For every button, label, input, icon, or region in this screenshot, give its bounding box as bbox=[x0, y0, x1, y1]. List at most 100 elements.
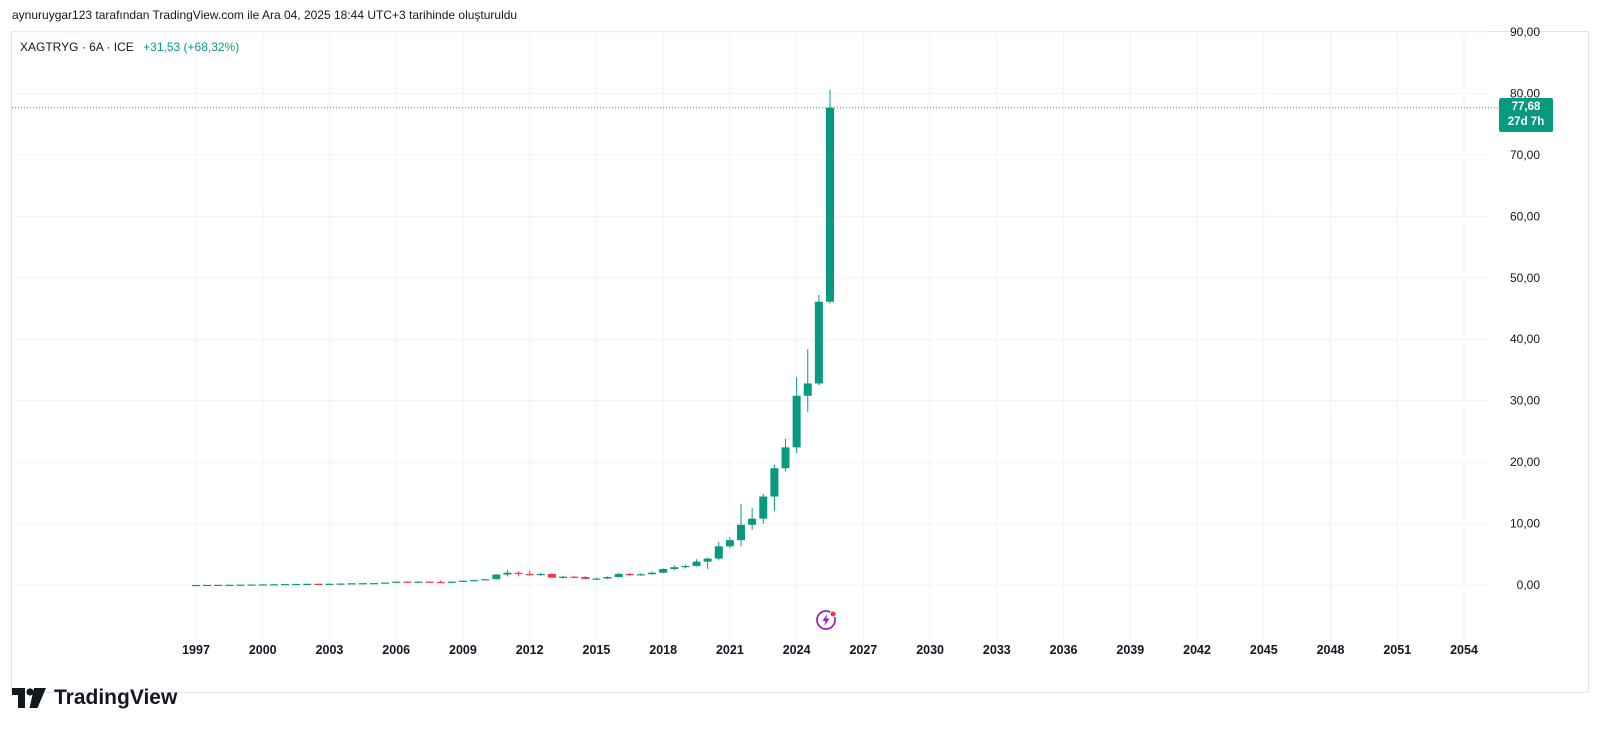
candle[interactable] bbox=[470, 579, 479, 582]
candle[interactable] bbox=[214, 584, 223, 587]
symbol-legend[interactable]: XAGTRYG · 6A · ICE +31,53 (+68,32%) bbox=[20, 40, 239, 54]
candle-body bbox=[203, 584, 212, 587]
candle-body bbox=[625, 573, 634, 576]
candle[interactable] bbox=[447, 581, 456, 583]
candle[interactable] bbox=[814, 294, 823, 386]
candle[interactable] bbox=[247, 584, 256, 586]
candle[interactable] bbox=[759, 494, 768, 524]
x-tick-label: 2054 bbox=[1450, 643, 1478, 657]
candle[interactable] bbox=[347, 583, 356, 585]
y-tick-label: 50,00 bbox=[1510, 271, 1540, 285]
symbol-label[interactable]: XAGTRYG · 6A · ICE bbox=[20, 40, 134, 54]
candle[interactable] bbox=[392, 581, 401, 583]
candle[interactable] bbox=[748, 508, 757, 530]
candle[interactable] bbox=[670, 565, 679, 571]
candle[interactable] bbox=[803, 349, 812, 412]
candle[interactable] bbox=[258, 584, 267, 586]
tradingview-logo-icon bbox=[12, 688, 46, 708]
x-tick-label: 2012 bbox=[516, 643, 544, 657]
x-tick-label: 2003 bbox=[316, 643, 344, 657]
candle-body bbox=[814, 301, 823, 384]
y-tick-label: 40,00 bbox=[1510, 332, 1540, 346]
candle-body bbox=[347, 583, 356, 585]
candle[interactable] bbox=[737, 503, 746, 547]
candle[interactable] bbox=[381, 582, 390, 584]
lightning-icon[interactable] bbox=[815, 609, 837, 631]
candle-body bbox=[481, 579, 490, 581]
candle[interactable] bbox=[725, 537, 734, 549]
candle[interactable] bbox=[636, 573, 645, 576]
candle-body bbox=[536, 573, 545, 576]
change-label: +31,53 (+68,32%) bbox=[143, 40, 240, 54]
candle-body bbox=[236, 584, 245, 586]
last-price-badge: 77,68 27d 7h bbox=[1499, 98, 1553, 132]
candle[interactable] bbox=[358, 583, 367, 585]
candle-body bbox=[325, 583, 334, 585]
candle[interactable] bbox=[648, 571, 657, 575]
x-tick-label: 2009 bbox=[449, 643, 477, 657]
candle[interactable] bbox=[559, 575, 568, 579]
candle-body bbox=[192, 584, 200, 587]
candle[interactable] bbox=[792, 377, 801, 453]
candle[interactable] bbox=[336, 583, 345, 585]
candle-body bbox=[636, 574, 645, 576]
candle[interactable] bbox=[325, 583, 334, 585]
candle[interactable] bbox=[547, 573, 556, 579]
candle[interactable] bbox=[481, 578, 490, 581]
candle[interactable] bbox=[492, 574, 501, 580]
candle[interactable] bbox=[625, 572, 634, 576]
candle[interactable] bbox=[414, 581, 423, 583]
candle[interactable] bbox=[614, 572, 623, 578]
candle[interactable] bbox=[425, 581, 434, 583]
candle[interactable] bbox=[659, 568, 668, 574]
candle[interactable] bbox=[236, 584, 245, 586]
candle[interactable] bbox=[436, 580, 445, 584]
candle[interactable] bbox=[369, 582, 378, 585]
y-tick-label: 30,00 bbox=[1510, 394, 1540, 408]
candle-body bbox=[381, 582, 390, 584]
candle[interactable] bbox=[592, 577, 601, 580]
x-tick-label: 2006 bbox=[382, 643, 410, 657]
candle[interactable] bbox=[770, 464, 779, 512]
candle-body bbox=[414, 581, 423, 583]
candle-body bbox=[436, 581, 445, 584]
candle-body bbox=[269, 584, 278, 586]
candle[interactable] bbox=[570, 575, 579, 578]
candle[interactable] bbox=[703, 557, 712, 570]
y-tick-label: 60,00 bbox=[1510, 209, 1540, 223]
grid-lines bbox=[12, 31, 1490, 640]
candle[interactable] bbox=[458, 580, 467, 582]
candle[interactable] bbox=[692, 559, 701, 567]
tradingview-brand[interactable]: TradingView bbox=[12, 684, 177, 712]
x-tick-label: 2036 bbox=[1050, 643, 1078, 657]
candle[interactable] bbox=[225, 584, 234, 586]
candle[interactable] bbox=[714, 541, 723, 561]
candle[interactable] bbox=[503, 569, 512, 577]
candle[interactable] bbox=[525, 570, 534, 576]
candle-body bbox=[458, 580, 467, 582]
candle[interactable] bbox=[203, 584, 212, 587]
candle[interactable] bbox=[581, 576, 590, 580]
candle[interactable] bbox=[603, 576, 612, 580]
candle[interactable] bbox=[403, 581, 412, 583]
candle[interactable] bbox=[269, 584, 278, 586]
candle[interactable] bbox=[192, 584, 200, 587]
candle[interactable] bbox=[303, 583, 312, 585]
candle[interactable] bbox=[536, 572, 545, 576]
candle[interactable] bbox=[826, 89, 834, 304]
candle-body bbox=[559, 576, 568, 578]
x-tick-label: 2027 bbox=[849, 643, 877, 657]
candle[interactable] bbox=[681, 564, 690, 569]
candle-body bbox=[447, 581, 456, 583]
candle[interactable] bbox=[292, 583, 301, 586]
candle[interactable] bbox=[280, 583, 289, 586]
candle-body bbox=[748, 518, 757, 525]
x-axis-labels: 1997 2000 2003 2006 2009 2012 2015 2018 2021 2024… bbox=[182, 643, 1478, 657]
candle-body bbox=[592, 578, 601, 580]
candle[interactable] bbox=[781, 438, 790, 472]
x-tick-label: 2018 bbox=[649, 643, 677, 657]
candle[interactable] bbox=[314, 583, 323, 585]
candle[interactable] bbox=[514, 571, 523, 577]
candle-body bbox=[214, 584, 223, 587]
